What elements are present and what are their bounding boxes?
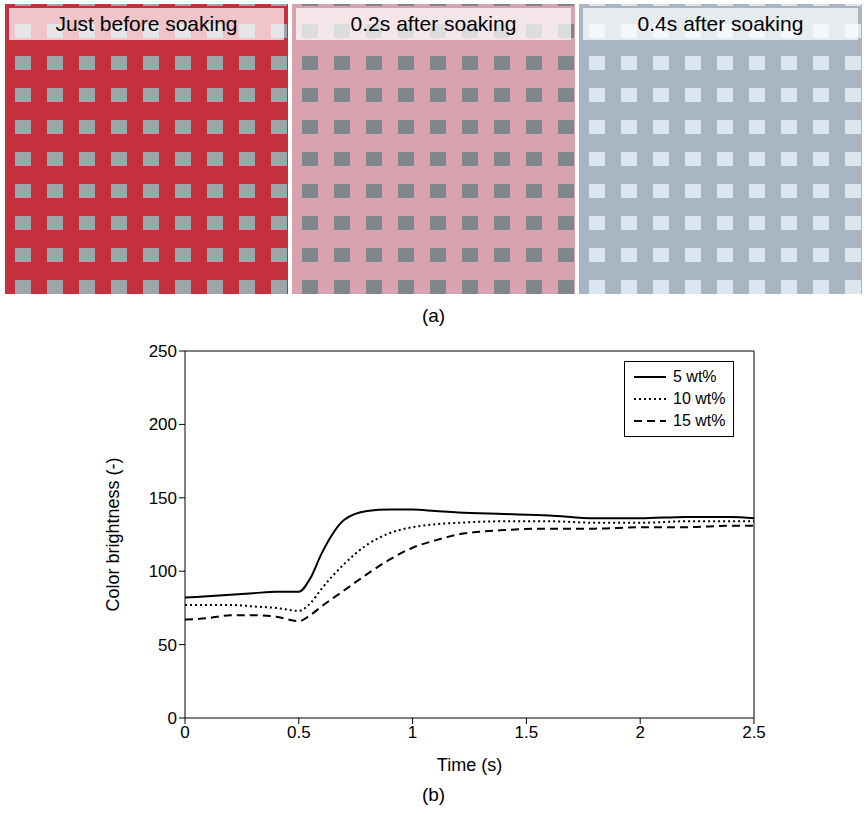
svg-text:150: 150 [149, 489, 177, 508]
svg-text:1: 1 [408, 723, 417, 742]
svg-text:0: 0 [180, 723, 189, 742]
html-text:10 wt%: 10 wt% [673, 390, 726, 407]
svg-text:100: 100 [149, 562, 177, 581]
svg-text:200: 200 [149, 415, 177, 434]
svg-text:0: 0 [168, 709, 177, 728]
html-text:(a): (a) [421, 305, 446, 326]
svg-text:2.5: 2.5 [742, 723, 766, 742]
svg-text:1.5: 1.5 [515, 723, 539, 742]
svg-text:50: 50 [158, 636, 177, 655]
html-text:15 wt%: 15 wt% [673, 412, 726, 429]
html-text:5 wt%: 5 wt% [673, 368, 717, 385]
svg-text:250: 250 [149, 342, 177, 361]
html-text:(b): (b) [421, 784, 446, 805]
html-text:0.2s after soaking: 0.2s after soaking [350, 12, 517, 35]
svg-text:0.5: 0.5 [287, 723, 311, 742]
html-text:Just before soaking: Just before soaking [55, 12, 238, 35]
html-text:0.4s after soaking: 0.4s after soaking [637, 12, 804, 35]
svg-text:2: 2 [635, 723, 644, 742]
svg-text:Color brightness (-): Color brightness (-) [103, 457, 123, 611]
svg-text:Time (s): Time (s) [437, 755, 502, 775]
